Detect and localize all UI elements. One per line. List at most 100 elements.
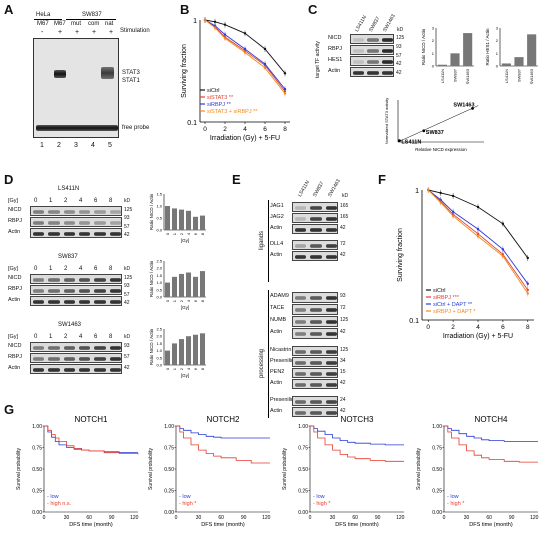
mw-marker: 125 <box>124 275 133 281</box>
blot-row-label: PEN2 <box>270 369 285 375</box>
protein-band <box>48 367 60 372</box>
d-blots: LS411N [Gy] 0 1 2 4 6 8 kD NICD RBPJ Actin 125 93 57 42… <box>0 186 215 386</box>
target-tf-label: target TF activity <box>315 41 321 78</box>
protein-band <box>325 296 338 300</box>
dose-label: 8 <box>109 334 113 340</box>
blot-row-label: TACE <box>270 305 285 311</box>
blot-strip <box>292 357 338 367</box>
protein-band <box>382 48 394 53</box>
bar <box>171 343 178 365</box>
km-curve-high <box>176 425 270 464</box>
protein-band <box>63 299 76 304</box>
y-tick-label: 1 <box>432 51 435 56</box>
mw-marker: 42 <box>124 231 130 238</box>
km-curve-high <box>310 425 404 462</box>
protein-band <box>63 356 76 361</box>
protein-band <box>310 243 322 248</box>
blot-row-label: Actin <box>8 229 21 235</box>
x-tick-label: 90 <box>241 515 247 521</box>
blot-strip <box>292 292 338 303</box>
protein-band <box>109 220 122 225</box>
protein-band <box>63 367 76 372</box>
protein-band <box>94 356 106 361</box>
x-tick-label: 30 <box>464 515 470 521</box>
x-tick-label: 90 <box>509 515 515 521</box>
legend-entry: - high * <box>179 501 197 507</box>
dose-label: 4 <box>79 198 83 204</box>
protein-band <box>63 209 76 214</box>
y-tick-label: 0.5 <box>156 216 162 221</box>
legend-entry: siRBPJ *** <box>433 295 460 301</box>
y-tick-label: 0.1 <box>187 120 197 127</box>
blot-row-label: Actin <box>328 68 341 74</box>
lane-top-label: M67 <box>54 21 66 27</box>
protein-band <box>310 254 322 259</box>
scatter-point <box>422 129 426 133</box>
bar <box>199 215 206 230</box>
protein-band <box>109 277 122 282</box>
protein-band <box>294 332 307 336</box>
lane-header: SW837 <box>312 180 326 198</box>
x-tick-label: 2 <box>451 324 455 331</box>
blot-strip <box>350 34 394 44</box>
mw-marker: 165 <box>340 214 349 220</box>
x-tick-label: 4 <box>243 126 247 133</box>
bar <box>514 57 524 66</box>
legend-entry: - low <box>179 494 191 500</box>
stimulation-sign: + <box>58 29 63 36</box>
blot-row-label: Actin <box>8 297 21 303</box>
blot-strip <box>292 368 338 378</box>
protein-band <box>310 227 322 232</box>
y-axis-label: Surviving fraction <box>397 228 404 282</box>
protein-band <box>310 382 322 387</box>
y-tick-label: 0.5 <box>156 287 162 292</box>
blot-strip <box>30 296 122 306</box>
hela-bracket <box>34 19 62 20</box>
protein-band <box>63 220 76 225</box>
panel-label-g: G <box>4 402 15 417</box>
chart-c-hes1-ratio: 0 1 2 3 LS411N SW837 SW1463 Ratio HES1 / Actin <box>485 26 538 84</box>
band-label-stat3: STAT3 <box>122 70 140 76</box>
dose-label: 8 <box>109 198 113 204</box>
e-lane-headers: LS411N SW837 SW1463 <box>293 175 342 198</box>
panel-label-b: B <box>180 2 190 17</box>
category-label: 0 <box>165 299 170 302</box>
y-tick-label: 0.75 <box>164 446 174 452</box>
dose-label: 1 <box>49 334 53 340</box>
y-axis-label: Normalized STAT3 activity <box>384 98 389 145</box>
y-tick-label: 0.50 <box>432 467 442 473</box>
gy-label: [Gy] <box>8 198 19 204</box>
blot-strip <box>292 202 338 212</box>
chart-d-sw1463: 0.0 0.5 1.0 1.5 2.0 2.5 0 1 2 4 6 8 Ratio NICD / Act… <box>149 327 206 378</box>
blot-strip <box>292 316 338 327</box>
protein-band <box>325 399 338 404</box>
mw-marker: 125 <box>340 317 349 323</box>
y-tick-label: 1 <box>496 51 499 56</box>
mw-marker: 42 <box>396 61 402 68</box>
protein-band <box>94 231 106 236</box>
protein-band <box>94 209 106 214</box>
protein-band <box>63 277 76 282</box>
ligands-bracket <box>258 200 269 282</box>
y-tick-label: 0.25 <box>164 489 174 495</box>
y-tick-label: 0.75 <box>298 446 308 452</box>
protein-band <box>109 209 122 214</box>
protein-band <box>94 277 106 282</box>
protein-band <box>325 349 338 354</box>
protein-band <box>294 349 307 354</box>
blot-row-label: RBPJ <box>8 286 23 292</box>
blot-row-label: NICD <box>328 35 342 41</box>
y-axis-label: Survival probability <box>16 448 22 490</box>
protein-band <box>32 231 45 236</box>
x-tick-label: 6 <box>501 324 505 331</box>
y-axis-label: Survival probability <box>148 448 154 490</box>
protein-band <box>325 410 338 415</box>
e-kd-label: kD <box>342 193 349 199</box>
protein-band <box>78 220 91 225</box>
y-tick-label: 0.0 <box>156 228 162 233</box>
protein-band <box>294 216 307 221</box>
blot-strip <box>350 45 394 55</box>
c-kd-label: kD <box>397 27 404 33</box>
protein-band <box>310 399 322 404</box>
group-processing: processing <box>259 348 265 378</box>
